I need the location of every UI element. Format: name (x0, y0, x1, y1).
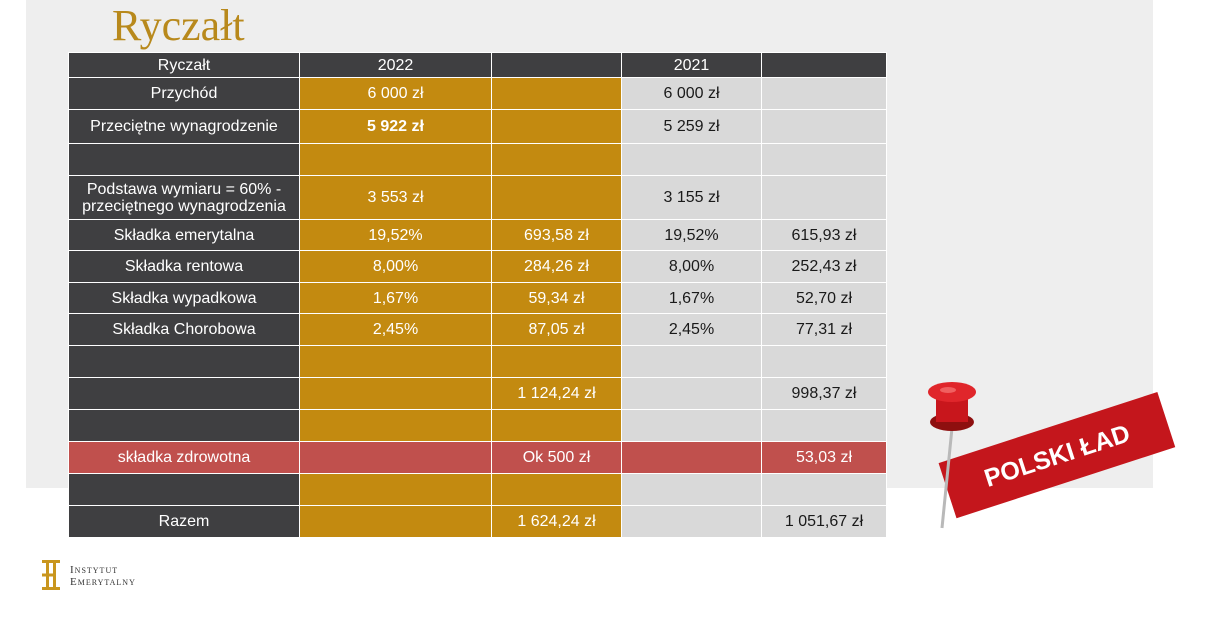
row-label (68, 377, 300, 410)
polski-lad-badge: POLSKI ŁAD (928, 382, 1176, 529)
table-cell: 59,34 zł (491, 282, 622, 314)
logo-line-2: Emerytalny (70, 576, 136, 588)
row-label: Składka wypadkowa (68, 282, 300, 314)
ie-monogram-icon (42, 560, 60, 590)
table-cell (491, 77, 622, 110)
table-cell: 6 000 zł (621, 77, 762, 110)
table-cell (299, 473, 492, 506)
row-label: Składka emerytalna (68, 219, 300, 251)
header-cell (761, 52, 887, 78)
table-cell: 1 124,24 zł (491, 377, 622, 410)
table-cell (761, 143, 887, 176)
table-cell (621, 473, 762, 506)
row-label: składka zdrowotna (68, 441, 300, 474)
table-cell (299, 409, 492, 442)
table-cell (299, 143, 492, 176)
header-cell: 2021 (621, 52, 762, 78)
table-cell (491, 345, 622, 378)
table-cell: 693,58 zł (491, 219, 622, 251)
table-cell (761, 175, 887, 220)
row-wypadkowa: Składka wypadkowa 1,67% 59,34 zł 1,67% 52,70… (68, 282, 887, 314)
table-cell (761, 345, 887, 378)
row-label: Składka rentowa (68, 250, 300, 283)
table-cell: 77,31 zł (761, 313, 887, 346)
table-cell: 3 553 zł (299, 175, 492, 220)
table-cell (491, 143, 622, 176)
table-cell (299, 377, 492, 410)
row-label (68, 409, 300, 442)
table-cell: 8,00% (621, 250, 762, 283)
contribution-table: Ryczałt 2022 2021 Przychód 6 000 zł 6 000 zł P… (68, 52, 887, 538)
table-cell (621, 143, 762, 176)
row-rentowa: Składka rentowa 8,00% 284,26 zł 8,00% 252,43… (68, 250, 887, 283)
row-label: Składka Chorobowa (68, 313, 300, 346)
header-cell: 2022 (299, 52, 492, 78)
table-cell (761, 409, 887, 442)
row-blank-3 (68, 409, 887, 442)
table-cell: 19,52% (299, 219, 492, 251)
row-label (68, 473, 300, 506)
table-cell (491, 473, 622, 506)
table-cell (621, 409, 762, 442)
table-cell (621, 377, 762, 410)
table-cell: 1 051,67 zł (761, 505, 887, 538)
table-cell: 5 259 zł (621, 109, 762, 144)
row-label (68, 143, 300, 176)
row-blank-1 (68, 143, 887, 176)
header-cell: Ryczałt (68, 52, 300, 78)
page-title: Ryczałt (112, 1, 245, 50)
row-zdrowotna: składka zdrowotna Ok 500 zł 53,03 zł (68, 441, 887, 474)
row-wynagrodzenie: Przeciętne wynagrodzenie 5 922 zł 5 259 zł (68, 109, 887, 144)
push-pin-icon (928, 382, 976, 529)
table-cell (299, 505, 492, 538)
table-cell: 615,93 zł (761, 219, 887, 251)
row-label (68, 345, 300, 378)
row-razem: Razem 1 624,24 zł 1 051,67 zł (68, 505, 887, 538)
table-cell: 1,67% (299, 282, 492, 314)
table-cell (491, 109, 622, 144)
table-cell: 5 922 zł (299, 109, 492, 144)
row-blank-4 (68, 473, 887, 506)
table-cell: 2,45% (299, 313, 492, 346)
table-cell: Ok 500 zł (491, 441, 622, 474)
table-cell: 6 000 zł (299, 77, 492, 110)
table-cell (761, 109, 887, 144)
table-cell: 87,05 zł (491, 313, 622, 346)
table-cell (299, 441, 492, 474)
table-cell: 53,03 zł (761, 441, 887, 474)
ribbon: POLSKI ŁAD (938, 391, 1176, 519)
table-cell: 284,26 zł (491, 250, 622, 283)
table-cell (621, 505, 762, 538)
row-suma: 1 124,24 zł 998,37 zł (68, 377, 887, 410)
table-cell: 52,70 zł (761, 282, 887, 314)
table-cell: 998,37 zł (761, 377, 887, 410)
table-cell: 1 624,24 zł (491, 505, 622, 538)
table-cell: 1,67% (621, 282, 762, 314)
row-przychod: Przychód 6 000 zł 6 000 zł (68, 77, 887, 110)
logo-line-1: Instytut (70, 564, 119, 576)
table-cell: 252,43 zł (761, 250, 887, 283)
table-cell (761, 77, 887, 110)
table-cell (761, 473, 887, 506)
row-label: Przeciętne wynagrodzenie (68, 109, 300, 144)
table-cell (299, 345, 492, 378)
row-label: Przychód (68, 77, 300, 110)
row-chorobowa: Składka Chorobowa 2,45% 87,05 zł 2,45% 77,31… (68, 313, 887, 346)
table-cell: 3 155 zł (621, 175, 762, 220)
row-emerytalna: Składka emerytalna 19,52% 693,58 zł 19,52% 6… (68, 219, 887, 251)
table-cell (491, 409, 622, 442)
table-cell (621, 441, 762, 474)
table-cell (621, 345, 762, 378)
header-row: Ryczałt 2022 2021 (68, 52, 887, 78)
table-cell: 8,00% (299, 250, 492, 283)
row-podstawa: Podstawa wymiaru = 60% - przeciętnego wy… (68, 175, 887, 220)
table-cell: 2,45% (621, 313, 762, 346)
instytut-emerytalny-logo: Instytut Emerytalny (40, 558, 190, 594)
row-label: Razem (68, 505, 300, 538)
row-blank-2 (68, 345, 887, 378)
header-cell (491, 52, 622, 78)
table-cell (491, 175, 622, 220)
table-cell: 19,52% (621, 219, 762, 251)
row-label: Podstawa wymiaru = 60% - przeciętnego wy… (68, 175, 300, 220)
